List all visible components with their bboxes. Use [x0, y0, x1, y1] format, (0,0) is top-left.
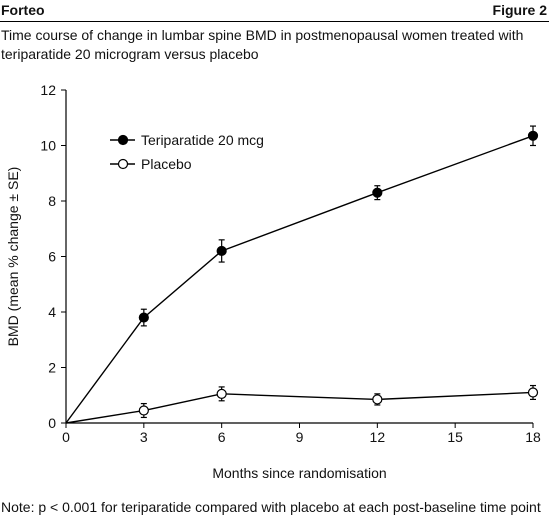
y-tick-label: 6	[48, 249, 56, 265]
header: Forteo Figure 2	[0, 0, 549, 22]
legend-label: Placebo	[141, 156, 192, 172]
series-line-1	[65, 391, 534, 424]
x-tick-label: 18	[525, 429, 541, 445]
x-tick-label: 6	[218, 429, 226, 445]
data-point-0	[216, 245, 227, 257]
legend-marker	[117, 134, 129, 146]
x-tick-label: 9	[296, 429, 304, 445]
figure-title: Time course of change in lumbar spine BM…	[1, 27, 524, 62]
line-chart: 0 2 4 6 8 10 12 0 3 6 9 12 15 18 Months since randomis…	[5, 82, 541, 481]
x-tick-label: 3	[140, 429, 148, 445]
x-axis-label: Months since randomisation	[212, 465, 386, 481]
x-tick-label: 15	[447, 429, 463, 445]
y-axis-label: BMD (mean % change ± SE)	[5, 167, 21, 347]
x-tick-label: 12	[370, 429, 386, 445]
data-point-1	[216, 388, 227, 399]
data-point-1	[372, 394, 383, 405]
y-tick-label: 8	[48, 193, 56, 209]
y-tick-label: 2	[48, 360, 56, 376]
x-tick-label: 0	[62, 429, 70, 445]
y-tick-label: 4	[48, 304, 56, 320]
data-point-0	[527, 130, 539, 141]
drug-name: Forteo	[1, 2, 45, 18]
y-tick-label: 10	[40, 138, 56, 154]
y-tick-label: 12	[40, 82, 56, 98]
data-point-0	[138, 312, 149, 323]
data-point-1	[138, 405, 149, 416]
data-point-1	[527, 387, 539, 398]
legend-marker	[117, 158, 129, 170]
header-rule	[0, 21, 549, 22]
data-point-0	[372, 187, 383, 198]
footnote: Note: p < 0.001 for teriparatide compare…	[1, 499, 541, 515]
y-tick-label: 0	[48, 415, 56, 431]
legend-label: Teriparatide 20 mcg	[141, 132, 264, 148]
series-line-0	[65, 135, 534, 424]
figure-label: Figure 2	[492, 2, 547, 18]
